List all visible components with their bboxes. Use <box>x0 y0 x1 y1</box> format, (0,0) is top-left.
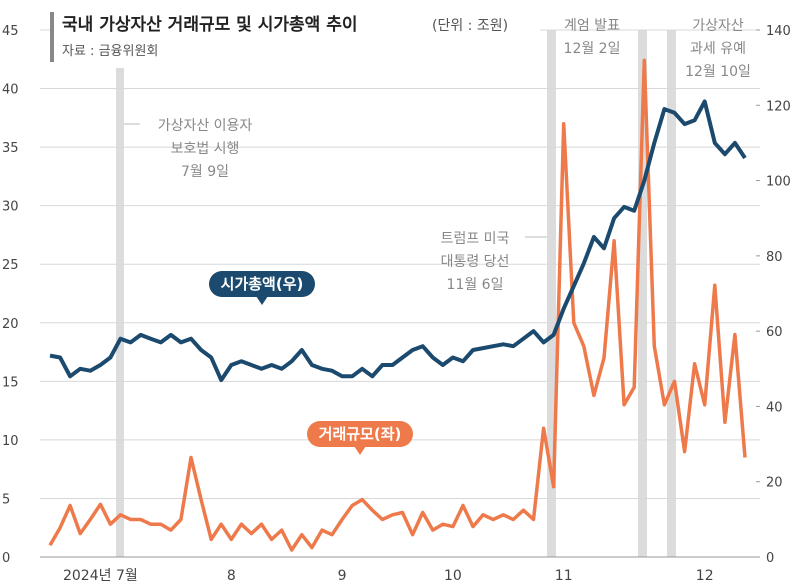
y-tick-label: 0 <box>2 551 10 566</box>
annotation: 과세 유예 <box>690 41 746 57</box>
y-tick-label: 25 <box>2 258 19 273</box>
unit: (단위 : 조원) <box>432 18 508 34</box>
annotation: 대통령 당선 <box>441 254 510 270</box>
event-band <box>667 30 676 557</box>
x-tick-label: 2024년 7월 <box>63 568 138 584</box>
y-tick-label: 20 <box>2 317 19 332</box>
y-tick-label: 40 <box>2 83 19 98</box>
annotation: 보호법 시행 <box>171 141 240 157</box>
series-label-box <box>307 421 413 447</box>
y-tick-label: 30 <box>2 200 19 215</box>
y-tick-label: 5 <box>2 492 10 507</box>
plot: 시가총액(우) 거래규모(좌) <box>48 58 747 552</box>
annotation: 12월 10일 <box>685 64 751 80</box>
source: 자료 : 금융위원회 <box>62 44 158 59</box>
event-band <box>638 30 647 557</box>
y-tick-label: 35 <box>2 141 19 156</box>
y2-tick-label: 40 <box>766 400 783 415</box>
y2-tick-label: 140 <box>766 24 791 39</box>
series-label: 거래규모(좌) <box>319 425 402 443</box>
series-label-box <box>209 271 315 297</box>
y2-tick-label: 120 <box>766 99 791 114</box>
series-label-pointer <box>354 446 366 455</box>
y2-tick-label: 60 <box>766 325 783 340</box>
y2-tick-label: 80 <box>766 250 783 265</box>
chart-title: 국내 가상자산 거래규모 및 시가총액 추이 <box>62 15 357 35</box>
series-line <box>48 58 747 552</box>
series-label: 시가총액(우) <box>221 275 304 293</box>
x-tick-label: 10 <box>444 568 462 584</box>
annotation: 트럼프 미국 <box>441 231 510 247</box>
title-bg <box>50 10 540 68</box>
series-label-pointer <box>256 296 268 305</box>
y2-tick-label: 100 <box>766 175 791 190</box>
title-bar <box>50 12 54 62</box>
annotation: 계엄 발표 <box>564 18 620 34</box>
annotation: 가상자산 이용자 <box>158 118 253 134</box>
annotation: 12월 2일 <box>564 41 621 57</box>
y-tick-label: 15 <box>2 375 19 390</box>
x-tick-label: 12 <box>696 568 714 584</box>
annotation: 7월 9일 <box>181 164 229 180</box>
y2-tick-label: 20 <box>766 476 783 491</box>
x-tick-label: 9 <box>338 568 347 584</box>
y-tick-label: 45 <box>2 24 19 39</box>
event-band <box>547 30 556 557</box>
x-tick-label: 11 <box>555 568 573 584</box>
event-band <box>116 30 124 557</box>
annotation: 가상자산 <box>692 18 744 34</box>
annotation: 11월 6일 <box>447 277 504 293</box>
series-line <box>49 99 747 383</box>
x-tick-label: 8 <box>227 568 236 584</box>
y-tick-label: 10 <box>2 434 19 449</box>
y2-tick-label: 0 <box>766 551 774 566</box>
